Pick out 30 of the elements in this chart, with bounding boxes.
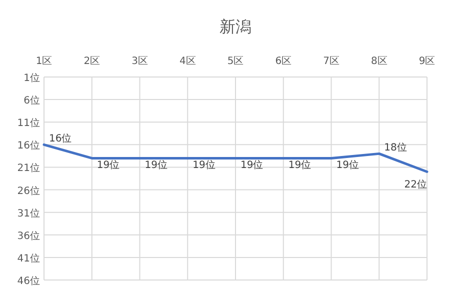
- data-label: 18位: [384, 142, 407, 154]
- y-tick-label: 11位: [17, 117, 40, 130]
- y-tick-label: 41位: [17, 252, 40, 264]
- x-tick-label: 5区: [227, 56, 244, 67]
- data-label: 19位: [240, 159, 264, 172]
- line-series: [42, 143, 428, 173]
- x-tick-label: 4区: [179, 56, 196, 67]
- x-tick-label: 8区: [370, 56, 388, 67]
- y-tick-label: 6位: [24, 94, 40, 107]
- x-tick-label: 9区: [418, 56, 436, 67]
- y-tick-label: 36位: [17, 230, 40, 242]
- x-tick-label: 2区: [84, 56, 100, 67]
- data-label: 19位: [288, 159, 312, 172]
- x-tick-label: 3区: [132, 56, 148, 67]
- x-tick-label: 1区: [36, 56, 52, 67]
- y-tick-label: 26位: [17, 184, 40, 197]
- y-tick-label: 46位: [17, 275, 40, 287]
- data-label: 22位: [404, 178, 427, 191]
- y-tick-label: 21位: [17, 162, 40, 174]
- data-label: 19位: [336, 159, 359, 172]
- data-label: 19位: [96, 159, 120, 172]
- data-label: 16位: [49, 132, 72, 145]
- x-tick-label: 6区: [275, 56, 292, 67]
- data-label: 19位: [144, 159, 168, 172]
- data-label: 19位: [192, 159, 216, 172]
- y-tick-label: 31位: [17, 207, 40, 220]
- y-tick-label: 16位: [17, 140, 40, 152]
- x-tick-label: 7区: [323, 56, 340, 67]
- chart-title: 新潟: [220, 17, 252, 36]
- y-tick-label: 1位: [24, 72, 40, 84]
